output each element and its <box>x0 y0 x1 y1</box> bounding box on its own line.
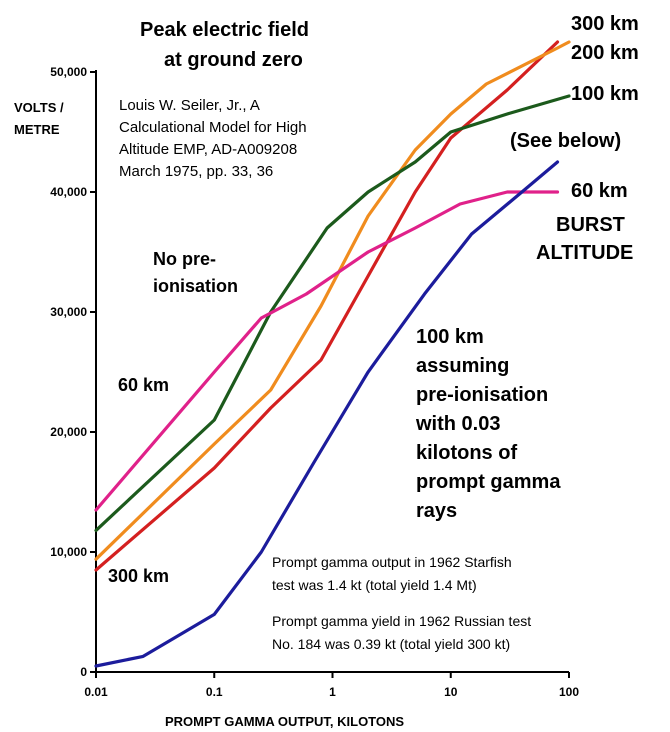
label-300km-left: 300 km <box>108 566 169 586</box>
russian-note-line-1: Prompt gamma yield in 1962 Russian test <box>272 613 531 629</box>
preionisation-line-4: with 0.03 <box>415 413 500 435</box>
see-below-note: (See below) <box>510 130 621 152</box>
x-tick-label: 100 <box>559 685 579 699</box>
russian-note-line-2: No. 184 was 0.39 kt (total yield 300 kt) <box>272 636 510 652</box>
preionisation-line-7: rays <box>416 500 457 522</box>
x-tick-label: 10 <box>444 685 458 699</box>
series-line-3 <box>94 190 560 512</box>
chart-texts: Peak electric field at ground zero Louis… <box>14 13 639 729</box>
burst-altitude-line-2: ALTITUDE <box>536 242 633 264</box>
preionisation-line-1: 100 km <box>416 326 484 348</box>
y-tick-label: 40,000 <box>50 185 87 199</box>
series-line-0 <box>94 40 560 572</box>
preionisation-line-5: kilotons of <box>416 442 517 464</box>
label-100km-top: 100 km <box>571 83 639 105</box>
citation-line-2: Calculational Model for High <box>119 119 307 136</box>
x-axis-label: PROMPT GAMMA OUTPUT, KILOTONS <box>165 714 404 729</box>
y-tick-label: 10,000 <box>50 545 87 559</box>
label-200km-top: 200 km <box>571 42 639 64</box>
series-line-2 <box>94 94 571 533</box>
burst-altitude-line-1: BURST <box>556 214 625 236</box>
preionisation-line-2: assuming <box>416 355 509 377</box>
starfish-note-line-2: test was 1.4 kt (total yield 1.4 Mt) <box>272 577 477 593</box>
starfish-note-line-1: Prompt gamma output in 1962 Starfish <box>272 554 512 570</box>
chart-title-line-2: at ground zero <box>164 49 303 71</box>
y-axis-label-line-2: METRE <box>14 122 60 137</box>
chart-ticks: 0 10,000 20,000 30,000 40,000 50,000 0.01 0.1 1 1… <box>50 65 579 699</box>
series-line-4 <box>94 160 560 668</box>
x-tick-label: 0.1 <box>206 685 223 699</box>
citation-line-3: Altitude EMP, AD-A009208 <box>119 141 297 158</box>
no-preionisation-line-2: ionisation <box>153 276 238 296</box>
label-60km-right: 60 km <box>571 180 628 202</box>
y-tick-label: 20,000 <box>50 425 87 439</box>
citation-line-1: Louis W. Seiler, Jr., A <box>119 97 260 114</box>
series-line-1 <box>94 40 571 561</box>
label-300km-top: 300 km <box>571 13 639 35</box>
no-preionisation-line-1: No pre- <box>153 249 216 269</box>
chart-title-line-1: Peak electric field <box>140 19 309 41</box>
citation-line-4: March 1975, pp. 33, 36 <box>119 163 273 180</box>
chart-series <box>94 40 571 668</box>
preionisation-line-6: prompt gamma <box>416 471 561 493</box>
y-axis-label-line-1: VOLTS / <box>14 100 64 115</box>
x-tick-label: 1 <box>329 685 336 699</box>
label-60km-left: 60 km <box>118 375 169 395</box>
y-tick-label: 50,000 <box>50 65 87 79</box>
y-tick-label: 30,000 <box>50 305 87 319</box>
y-tick-label: 0 <box>80 665 87 679</box>
x-tick-label: 0.01 <box>84 685 108 699</box>
preionisation-line-3: pre-ionisation <box>416 384 548 406</box>
